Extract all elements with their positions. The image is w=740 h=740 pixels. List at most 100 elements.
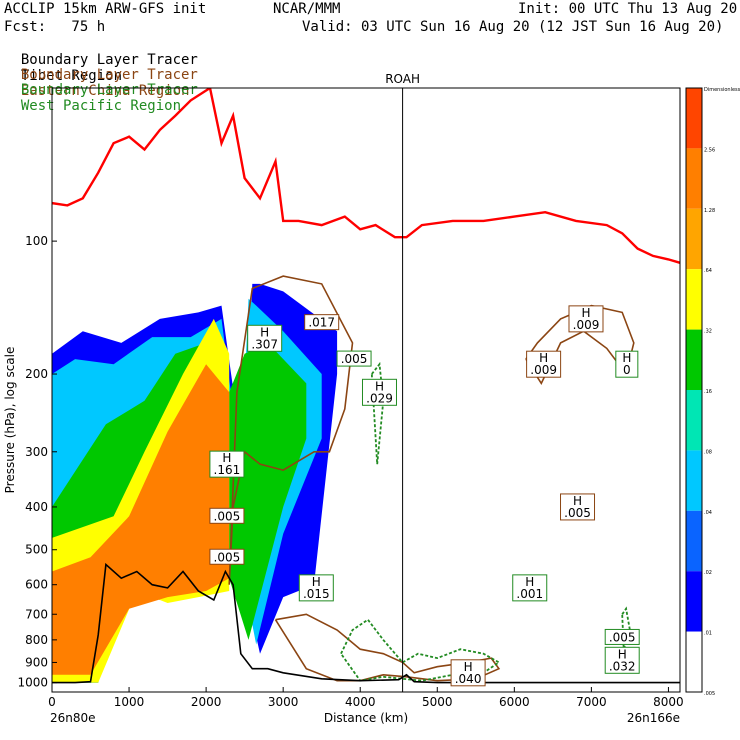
y-tick-label-2: 300 bbox=[25, 445, 48, 459]
annotation-box-14 bbox=[604, 646, 640, 674]
y-axis-label: Pressure (hPa), log scale bbox=[3, 347, 17, 494]
legend-tibet-region: Tibet Region bbox=[20, 68, 123, 84]
x-tick-label-8: 8000 bbox=[653, 695, 684, 709]
x-tick-label-0: 0 bbox=[48, 695, 56, 709]
tropopause-line bbox=[52, 88, 680, 264]
x-end-label: 26n166e bbox=[627, 711, 680, 725]
annotation-high-mark-10: H bbox=[573, 494, 582, 508]
legend-eastern-china: Boundary Layer Tracer Eastern China Regi… bbox=[4, 51, 198, 99]
y-tick-label-5: 600 bbox=[25, 578, 48, 592]
x-tick-label-6: 6000 bbox=[499, 695, 530, 709]
annotation-value-15: .040 bbox=[455, 672, 482, 686]
header-valid: Valid: 03 UTC Sun 16 Aug 20 (12 JST Sun … bbox=[302, 19, 724, 35]
plot-frame bbox=[51, 87, 681, 693]
colorbar-level-10: .005 bbox=[704, 691, 715, 697]
legend-eastern-china-region: Eastern China Region bbox=[20, 83, 190, 99]
annotation-value-1: .307 bbox=[251, 337, 278, 351]
annotation-value-7: .161 bbox=[214, 463, 241, 477]
annotation-high-mark-15: H bbox=[464, 660, 473, 674]
legend-tibet: Boundary Layer Tracer Tibet Region bbox=[4, 36, 198, 84]
x-tick-label-5: 5000 bbox=[422, 695, 453, 709]
annotation-box-11 bbox=[298, 574, 334, 602]
header-fcst: Fcst: 75 h bbox=[4, 19, 106, 35]
annotation-value-13: .005 bbox=[609, 630, 636, 644]
annotation-box-7 bbox=[209, 450, 245, 478]
colorbar-level-5: .16 bbox=[704, 389, 712, 395]
y-tick-label-4: 500 bbox=[25, 543, 48, 557]
annotation-box-8 bbox=[209, 507, 245, 524]
x-tick-label-4: 4000 bbox=[345, 695, 376, 709]
annotation-value-11: .015 bbox=[303, 587, 330, 601]
colorbar-segment-8 bbox=[686, 571, 702, 632]
annotation-value-5: .009 bbox=[573, 318, 600, 332]
x-tick-label-2: 2000 bbox=[191, 695, 222, 709]
annotation-high-mark-14: H bbox=[618, 647, 627, 661]
annotation-box-5 bbox=[568, 305, 604, 333]
annotation-value-4: .009 bbox=[530, 363, 557, 377]
colorbar-level-2: 1.28 bbox=[704, 208, 715, 214]
annotation-box-10 bbox=[560, 493, 596, 521]
legend-west-pacific-prefix: Boundary Layer Tracer bbox=[20, 82, 198, 98]
colorbar-segment-1 bbox=[686, 148, 702, 209]
annotation-high-mark-5: H bbox=[581, 306, 590, 320]
colorbar-frame bbox=[685, 87, 703, 693]
annotation-value-10: .005 bbox=[564, 506, 591, 520]
annotation-box-9 bbox=[209, 548, 245, 565]
x-tick-label-7: 7000 bbox=[576, 695, 607, 709]
y-tick-label-6: 700 bbox=[25, 607, 48, 621]
legend-tibet-prefix: Boundary Layer Tracer bbox=[20, 52, 198, 68]
annotation-value-3: .029 bbox=[366, 391, 393, 405]
colorbar-level-7: .04 bbox=[704, 510, 712, 516]
colorbar-segment-6 bbox=[686, 450, 702, 511]
annotation-box-13 bbox=[604, 628, 640, 645]
tibet-tracer-region-4 bbox=[52, 364, 230, 675]
annotation-value-14: .032 bbox=[609, 659, 636, 673]
annotation-box-0 bbox=[304, 314, 340, 331]
y-tick-label-3: 400 bbox=[25, 500, 48, 514]
legend-west-pacific-region: West Pacific Region bbox=[20, 98, 182, 114]
colorbar-level-6: .08 bbox=[704, 449, 712, 455]
colorbar-level-0: Dimensionless bbox=[704, 87, 740, 93]
y-tick-label-9: 1000 bbox=[17, 676, 48, 690]
colorbar-level-9: .01 bbox=[704, 631, 712, 637]
colorbar-level-1: 2.56 bbox=[704, 147, 715, 153]
annotation-high-mark-1: H bbox=[260, 325, 269, 339]
annotation-box-4 bbox=[526, 350, 562, 378]
annotation-high-mark-4: H bbox=[539, 351, 548, 365]
x-tick-label-1: 1000 bbox=[114, 695, 145, 709]
west-pacific-contour-0 bbox=[340, 618, 501, 682]
annotation-box-1 bbox=[247, 324, 283, 352]
annotation-value-12: .001 bbox=[516, 587, 543, 601]
terrain-line bbox=[52, 562, 680, 684]
colorbar-segment-7 bbox=[686, 510, 702, 572]
header-init: Init: 00 UTC Thu 13 Aug 20 bbox=[518, 1, 738, 17]
annotation-high-mark-12: H bbox=[525, 575, 534, 589]
annotation-value-9: .005 bbox=[214, 550, 241, 564]
roah-marker-label: ROAH bbox=[385, 72, 420, 86]
eastern-china-contour-0 bbox=[228, 275, 354, 585]
y-tick-label-0: 100 bbox=[25, 234, 48, 248]
annotation-box-3 bbox=[361, 378, 397, 406]
x-start-label: 26n80e bbox=[50, 711, 96, 725]
colorbar-level-8: .02 bbox=[704, 570, 712, 576]
x-tick-label-3: 3000 bbox=[268, 695, 299, 709]
colorbar-segment-0 bbox=[686, 88, 702, 149]
annotation-high-mark-6: H bbox=[622, 351, 631, 365]
colorbar-segment-4 bbox=[686, 329, 702, 390]
annotation-high-mark-3: H bbox=[375, 379, 384, 393]
colorbar-segment-2 bbox=[686, 208, 702, 270]
annotation-high-mark-7: H bbox=[222, 451, 231, 465]
annotation-value-6: 0 bbox=[623, 363, 631, 377]
colorbar-segment-9 bbox=[686, 631, 702, 692]
annotation-high-mark-11: H bbox=[312, 575, 321, 589]
legend-west-pacific: Boundary Layer Tracer West Pacific Regio… bbox=[4, 66, 198, 114]
annotation-value-0: .017 bbox=[308, 316, 335, 330]
colorbar-segment-5 bbox=[686, 390, 702, 451]
annotation-value-2: .005 bbox=[341, 352, 368, 366]
legend-eastern-china-prefix: Boundary Layer Tracer bbox=[20, 67, 198, 83]
colorbar-level-3: .64 bbox=[704, 268, 712, 274]
y-tick-label-8: 900 bbox=[25, 655, 48, 669]
header-org: NCAR/MMM bbox=[273, 1, 341, 17]
annotation-box-15 bbox=[450, 659, 486, 687]
